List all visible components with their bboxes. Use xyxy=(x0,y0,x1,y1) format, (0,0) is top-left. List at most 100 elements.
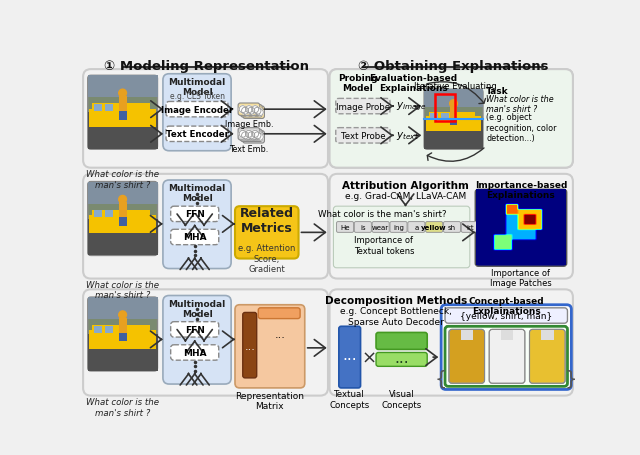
Polygon shape xyxy=(531,336,536,345)
Bar xyxy=(105,211,113,217)
Text: Image Probe: Image Probe xyxy=(336,102,390,111)
FancyBboxPatch shape xyxy=(408,222,425,233)
Text: wear: wear xyxy=(372,224,389,231)
FancyBboxPatch shape xyxy=(441,305,572,389)
FancyBboxPatch shape xyxy=(333,207,470,268)
Circle shape xyxy=(252,131,259,138)
Bar xyxy=(88,76,157,98)
Bar xyxy=(536,340,559,377)
Circle shape xyxy=(248,108,255,115)
FancyBboxPatch shape xyxy=(171,322,219,337)
FancyBboxPatch shape xyxy=(243,131,264,144)
FancyBboxPatch shape xyxy=(88,76,157,150)
Text: a: a xyxy=(414,224,419,231)
Circle shape xyxy=(246,131,252,138)
FancyBboxPatch shape xyxy=(163,296,231,384)
FancyBboxPatch shape xyxy=(529,330,565,384)
FancyBboxPatch shape xyxy=(235,207,298,259)
Bar xyxy=(541,330,554,340)
Bar xyxy=(435,95,455,122)
Bar xyxy=(450,119,458,126)
Text: }: } xyxy=(564,369,577,388)
Bar xyxy=(90,331,156,349)
FancyBboxPatch shape xyxy=(424,90,483,150)
Circle shape xyxy=(119,90,127,98)
Text: Evaluation-based
Explainations: Evaluation-based Explainations xyxy=(369,74,458,93)
FancyBboxPatch shape xyxy=(444,222,461,233)
Text: ×: × xyxy=(362,349,376,366)
Text: e.g. Attention
Score,
Gradient: e.g. Attention Score, Gradient xyxy=(238,243,296,273)
Text: Importance-based
Explainations: Importance-based Explainations xyxy=(475,181,567,200)
FancyBboxPatch shape xyxy=(241,105,262,117)
Bar xyxy=(88,334,157,371)
FancyBboxPatch shape xyxy=(390,222,407,233)
Bar xyxy=(88,219,157,256)
FancyBboxPatch shape xyxy=(489,330,525,384)
Circle shape xyxy=(256,134,263,141)
Text: Text Encoder: Text Encoder xyxy=(166,130,228,139)
Bar xyxy=(455,340,478,377)
Bar xyxy=(92,104,150,113)
Text: ...: ... xyxy=(275,329,285,339)
Text: Image Encoder: Image Encoder xyxy=(161,106,233,114)
FancyBboxPatch shape xyxy=(330,174,573,279)
Circle shape xyxy=(254,132,261,140)
Text: Probing
Model: Probing Model xyxy=(338,74,377,93)
Text: Textual
Concepts: Textual Concepts xyxy=(330,389,370,409)
Circle shape xyxy=(250,110,257,116)
FancyBboxPatch shape xyxy=(337,222,353,233)
FancyBboxPatch shape xyxy=(171,207,219,222)
Bar xyxy=(424,120,483,150)
FancyBboxPatch shape xyxy=(336,99,390,115)
FancyBboxPatch shape xyxy=(449,330,484,384)
Circle shape xyxy=(244,110,251,116)
Text: Concept-based
Explainations: Concept-based Explainations xyxy=(468,296,544,315)
Text: ...: ... xyxy=(342,347,357,362)
Circle shape xyxy=(239,131,246,138)
Text: He: He xyxy=(340,224,350,231)
Polygon shape xyxy=(559,336,564,345)
FancyBboxPatch shape xyxy=(83,70,328,168)
Circle shape xyxy=(250,134,257,141)
Text: MHA: MHA xyxy=(183,233,207,242)
FancyBboxPatch shape xyxy=(476,190,566,267)
Polygon shape xyxy=(491,336,495,345)
Text: Task: Task xyxy=(486,87,509,96)
FancyBboxPatch shape xyxy=(166,102,228,117)
Text: Decomposition Methods: Decomposition Methods xyxy=(325,296,467,306)
FancyBboxPatch shape xyxy=(163,181,231,269)
Polygon shape xyxy=(478,336,483,345)
Text: FFN: FFN xyxy=(185,210,205,219)
FancyBboxPatch shape xyxy=(238,128,260,141)
Bar xyxy=(105,326,113,333)
Text: e.g. CLS Token: e.g. CLS Token xyxy=(170,91,225,101)
FancyBboxPatch shape xyxy=(426,222,443,233)
Bar xyxy=(450,107,458,120)
Bar xyxy=(88,113,157,150)
FancyBboxPatch shape xyxy=(339,327,360,388)
Text: MHA: MHA xyxy=(183,348,207,357)
Bar xyxy=(429,113,476,120)
Text: What color is the man's shirt?: What color is the man's shirt? xyxy=(318,210,447,219)
FancyBboxPatch shape xyxy=(243,107,264,119)
Text: ...: ... xyxy=(244,341,255,351)
Circle shape xyxy=(450,101,458,108)
Text: yellow: yellow xyxy=(421,224,447,231)
Text: What color is the
man's shirt ?: What color is the man's shirt ? xyxy=(486,95,554,114)
Bar xyxy=(461,330,473,340)
FancyBboxPatch shape xyxy=(259,308,300,319)
Text: sh: sh xyxy=(448,224,456,231)
Text: Visual
Concepts: Visual Concepts xyxy=(381,389,422,409)
Text: $y_{text}$: $y_{text}$ xyxy=(396,130,419,142)
Bar xyxy=(94,326,102,333)
Text: Importance of
Textual tokens: Importance of Textual tokens xyxy=(353,236,414,255)
Circle shape xyxy=(256,110,263,116)
FancyBboxPatch shape xyxy=(355,222,371,233)
Text: ing: ing xyxy=(393,224,404,231)
Circle shape xyxy=(248,132,255,140)
Bar xyxy=(119,111,127,121)
Text: (e.g. object
recognition, color
detection...): (e.g. object recognition, color detectio… xyxy=(486,113,557,143)
FancyBboxPatch shape xyxy=(461,222,478,233)
Circle shape xyxy=(244,134,251,141)
FancyBboxPatch shape xyxy=(330,70,573,168)
